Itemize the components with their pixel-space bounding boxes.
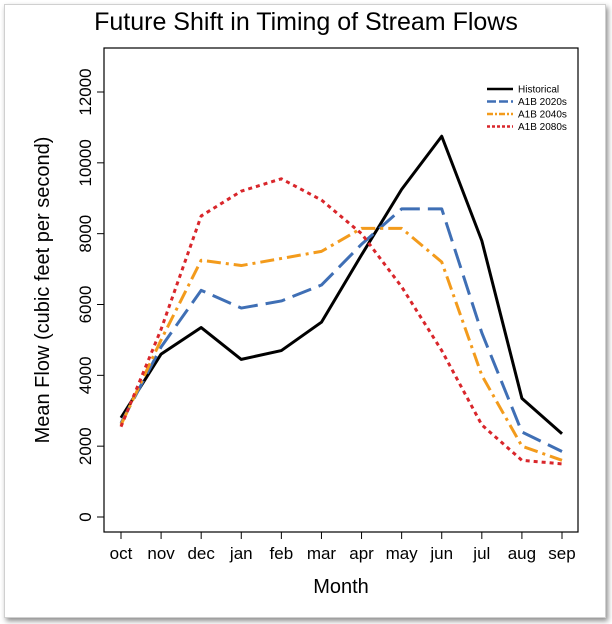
x-tick-label: dec <box>187 544 215 563</box>
x-tick-label: jan <box>229 544 253 563</box>
legend-label: A1B 2040s <box>518 110 567 121</box>
y-axis-label: Mean Flow (cubic feet per second) <box>32 137 54 444</box>
y-tick-label: 6000 <box>76 286 95 324</box>
series-line-a1b-2040s <box>119 226 563 462</box>
x-tick-label: may <box>386 544 419 563</box>
series-line-a1b-2080s <box>119 177 563 466</box>
y-tick-label: 10000 <box>76 139 95 186</box>
legend-label: Historical <box>518 85 559 96</box>
y-tick-label: 4000 <box>76 356 95 394</box>
x-tick-label: jun <box>429 544 453 563</box>
x-tick-label: nov <box>147 544 175 563</box>
y-tick-label: 0 <box>76 512 95 521</box>
x-tick-label: aug <box>508 544 536 563</box>
x-tick-label: apr <box>349 544 374 563</box>
x-tick-label: mar <box>307 544 337 563</box>
x-tick-label: feb <box>270 544 294 563</box>
chart-title: Future Shift in Timing of Stream Flows <box>94 8 518 36</box>
series-line-a1b-2020s <box>119 207 563 453</box>
x-tick-label: jul <box>472 544 490 563</box>
series-line-historical <box>119 134 563 435</box>
x-axis-label: Month <box>313 576 369 598</box>
legend-label: A1B 2080s <box>518 122 567 133</box>
x-tick-label: sep <box>548 544 575 563</box>
x-tick-label: oct <box>110 544 133 563</box>
legend-label: A1B 2020s <box>518 97 567 108</box>
y-tick-label: 2000 <box>76 427 95 465</box>
y-tick-label: 12000 <box>76 68 95 115</box>
y-tick-label: 8000 <box>76 215 95 253</box>
plot-area-border <box>103 47 579 533</box>
